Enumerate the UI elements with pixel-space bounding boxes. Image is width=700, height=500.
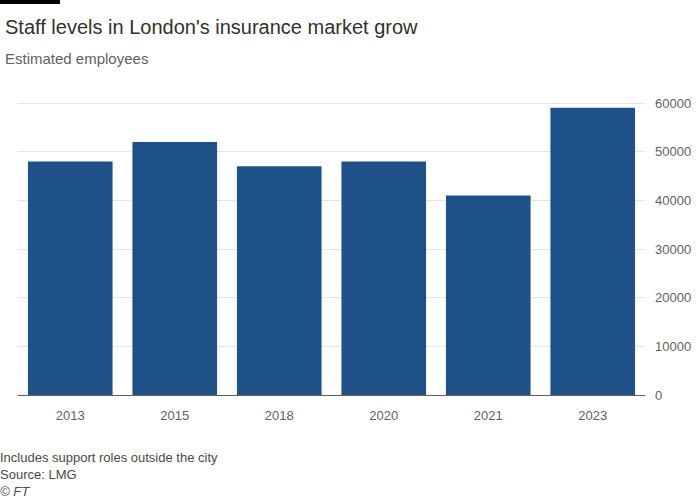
svg-text:Includes support roles outside: Includes support roles outside the city [0,450,218,465]
svg-text:10000: 10000 [655,339,691,354]
svg-text:Staff levels in London's insur: Staff levels in London's insurance marke… [5,16,418,38]
svg-text:60000: 60000 [655,96,691,111]
svg-text:40000: 40000 [655,193,691,208]
svg-text:2020: 2020 [369,408,398,423]
svg-text:Source: LMG: Source: LMG [0,467,77,482]
svg-text:2013: 2013 [56,408,85,423]
svg-text:2021: 2021 [474,408,503,423]
svg-text:30000: 30000 [655,242,691,257]
svg-text:0: 0 [655,388,662,403]
svg-text:© FT: © FT [0,484,30,499]
svg-text:2023: 2023 [578,408,607,423]
svg-text:2015: 2015 [160,408,189,423]
svg-text:Estimated employees: Estimated employees [5,50,148,67]
svg-text:50000: 50000 [655,144,691,159]
svg-text:2018: 2018 [265,408,294,423]
svg-text:20000: 20000 [655,290,691,305]
